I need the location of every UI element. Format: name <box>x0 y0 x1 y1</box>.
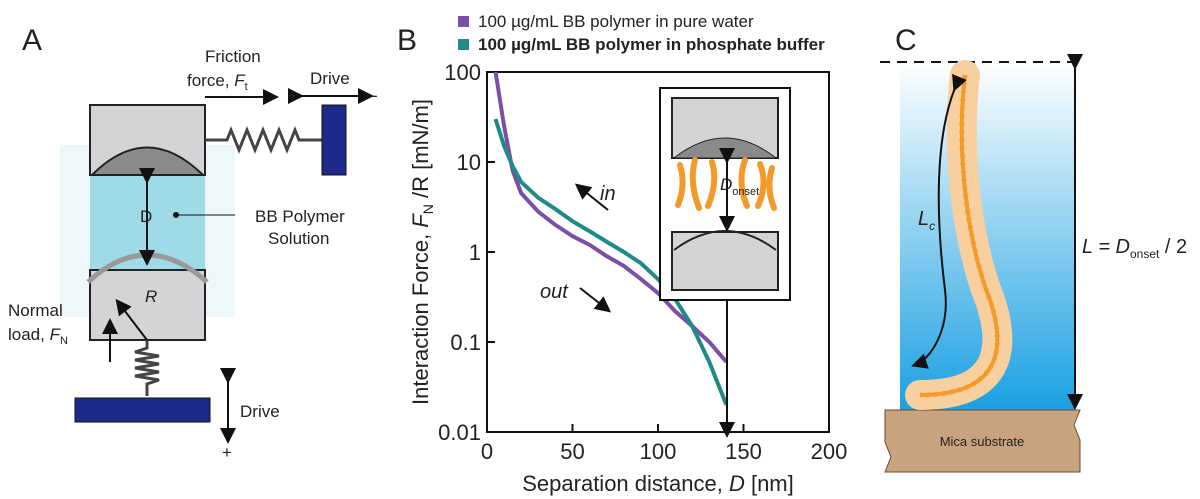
x-axis-label-part: [nm] <box>745 471 794 496</box>
annotation: out <box>540 281 569 303</box>
friction-spring <box>205 125 323 155</box>
legend-swatch <box>458 16 469 27</box>
friction-label: Friction <box>205 47 261 66</box>
drive-block <box>321 104 347 176</box>
y-axis-label-part: F <box>408 213 433 228</box>
x-tick-label: 150 <box>725 439 762 464</box>
chart: 0.01 0.1 1 10 100 0 50 100 150 200 Separation dist… <box>408 12 847 496</box>
y-tick-label: 0.1 <box>450 330 481 355</box>
x-tick-label: 50 <box>560 439 584 464</box>
drive-label: Drive <box>310 69 350 88</box>
x-tick-label: 200 <box>811 439 848 464</box>
x-tick-label: 100 <box>640 439 677 464</box>
radius-arrow <box>115 298 148 341</box>
x-axis-label-part: D <box>729 471 745 496</box>
legend-label: 100 µg/mL BB polymer in phosphate buffer <box>478 35 825 54</box>
series-line <box>493 118 729 406</box>
load-label: load, FN <box>8 325 68 347</box>
inset-label: Donset <box>720 175 759 198</box>
drive-bar <box>74 397 211 423</box>
sign: + <box>222 443 232 462</box>
contour-label: Lc <box>918 208 935 233</box>
inset-polymer <box>675 157 777 211</box>
solution-label: BB Polymer <box>255 207 345 226</box>
sign: + <box>288 86 298 105</box>
gap-label: D <box>140 207 152 226</box>
sign: - <box>372 86 378 105</box>
y-axis-label-part: /R [mN/m] <box>408 99 433 204</box>
y-tick-label: 1 <box>469 240 481 265</box>
in-arrow <box>574 183 609 211</box>
y-tick-label: 10 <box>457 150 481 175</box>
load-label: Normal <box>8 301 63 320</box>
panel-label: A <box>22 24 42 57</box>
normal-spring <box>134 340 160 396</box>
radius-label: R <box>145 287 157 306</box>
panel-label: C <box>895 24 917 57</box>
y-axis-label-part: Interaction Force, <box>408 228 433 405</box>
drive-label: Drive <box>240 402 280 421</box>
panel-label: B <box>397 24 417 57</box>
solution-label: Solution <box>268 229 329 248</box>
y-tick-label: 0.01 <box>438 420 481 445</box>
out-arrow <box>579 287 612 313</box>
annotation: in <box>600 183 616 205</box>
x-tick-label: 0 <box>481 439 493 464</box>
y-axis-label-part: N <box>420 204 436 214</box>
substrate-label: Mica substrate <box>940 434 1025 449</box>
y-tick-label: 100 <box>444 60 481 85</box>
x-axis-label: Separation distance, D [nm] <box>522 471 794 496</box>
substrate <box>884 409 1081 473</box>
x-axis-label-part: Separation distance, <box>522 471 729 496</box>
height-label: L = Donset / 2 <box>1082 236 1187 261</box>
top-dome <box>89 146 206 176</box>
legend-label: 100 µg/mL BB polymer in pure water <box>478 12 754 31</box>
friction-label: force, Ft <box>187 71 248 93</box>
y-axis-label: Interaction Force, FN /R [mN/m] <box>408 99 436 405</box>
contour-arrow <box>911 73 967 369</box>
series-line <box>493 71 728 364</box>
legend-swatch <box>458 39 469 50</box>
sign: - <box>225 367 231 386</box>
